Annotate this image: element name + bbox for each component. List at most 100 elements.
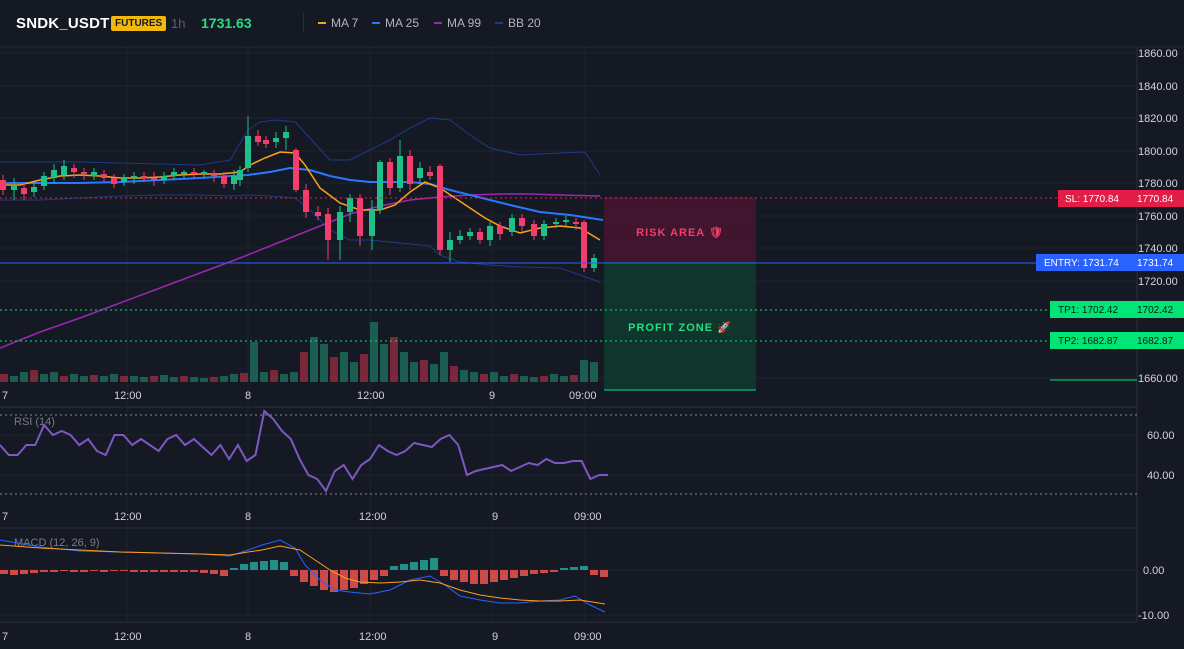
volume-bar: [310, 337, 318, 382]
candle[interactable]: [111, 178, 117, 184]
candle[interactable]: [293, 150, 299, 190]
risk-zone[interactable]: [604, 197, 756, 262]
candle[interactable]: [21, 188, 27, 194]
candle[interactable]: [11, 185, 17, 190]
candle[interactable]: [325, 214, 331, 240]
candle[interactable]: [283, 132, 289, 138]
candle[interactable]: [397, 156, 403, 188]
macd-hist-bar: [260, 561, 268, 570]
price-tick: 1820.00: [1138, 113, 1178, 125]
candle[interactable]: [467, 232, 473, 236]
candle[interactable]: [91, 172, 97, 176]
candle[interactable]: [61, 166, 67, 175]
candle[interactable]: [519, 218, 525, 226]
macd-hist-bar: [360, 570, 368, 584]
candle[interactable]: [211, 174, 217, 176]
macd-hist-bar: [410, 562, 418, 570]
candle[interactable]: [417, 168, 423, 178]
candle[interactable]: [255, 136, 261, 142]
candle[interactable]: [245, 136, 251, 168]
candle[interactable]: [387, 162, 393, 188]
candle[interactable]: [51, 170, 57, 178]
candle[interactable]: [357, 198, 363, 236]
candle[interactable]: [263, 140, 269, 144]
candle[interactable]: [181, 172, 187, 174]
candle[interactable]: [427, 172, 433, 176]
bb20-swatch-icon: [495, 22, 503, 24]
legend-ma99[interactable]: MA 99: [434, 16, 481, 30]
macd-hist-bar: [280, 562, 288, 570]
candle[interactable]: [101, 174, 107, 178]
macd-hist-bar: [530, 570, 538, 574]
candle[interactable]: [151, 178, 157, 180]
price-tick: 1800.00: [1138, 146, 1178, 158]
volume-bar: [250, 342, 258, 382]
volume-bar: [260, 372, 268, 382]
candle[interactable]: [201, 172, 207, 174]
macd-hist-bar: [130, 570, 138, 572]
profit-zone[interactable]: [604, 262, 756, 390]
candle[interactable]: [497, 226, 503, 234]
candle[interactable]: [457, 236, 463, 240]
volume-bar: [580, 360, 588, 382]
candle[interactable]: [131, 176, 137, 178]
candle[interactable]: [541, 224, 547, 236]
candle[interactable]: [509, 218, 515, 232]
candle[interactable]: [221, 176, 227, 184]
candle[interactable]: [81, 172, 87, 174]
volume-bar: [570, 375, 578, 382]
candle[interactable]: [315, 212, 321, 216]
price-axis: 1860.00 1840.00 1820.00 1800.00 1780.00 …: [1138, 48, 1178, 385]
candle[interactable]: [477, 232, 483, 240]
candle[interactable]: [71, 168, 77, 172]
legend-ma25[interactable]: MA 25: [372, 16, 419, 30]
candle[interactable]: [41, 176, 47, 186]
candle[interactable]: [407, 156, 413, 184]
volume-bar: [420, 360, 428, 382]
candle[interactable]: [347, 198, 353, 212]
candle[interactable]: [563, 220, 569, 222]
volume-bar: [160, 375, 168, 382]
macd-hist-bar: [450, 570, 458, 580]
candle[interactable]: [581, 222, 587, 268]
volume-bar: [40, 374, 48, 382]
volume-bar: [320, 344, 328, 382]
candle[interactable]: [337, 212, 343, 240]
legend-ma7[interactable]: MA 7: [318, 16, 358, 30]
legend-bb20[interactable]: BB 20: [495, 16, 541, 30]
candle[interactable]: [191, 172, 197, 174]
volume-bar: [370, 322, 378, 382]
candle[interactable]: [237, 170, 243, 180]
candle[interactable]: [0, 180, 6, 190]
candle[interactable]: [369, 210, 375, 236]
time-tick: 9: [489, 390, 495, 402]
candle[interactable]: [377, 162, 383, 210]
volume-bar: [550, 374, 558, 382]
volume-bar: [150, 376, 158, 382]
timeframe-label[interactable]: 1h: [171, 16, 186, 31]
candle[interactable]: [303, 190, 309, 212]
candle[interactable]: [273, 138, 279, 142]
candle[interactable]: [171, 172, 177, 176]
sl-tag: [1058, 190, 1132, 207]
time-tick: 12:00: [114, 390, 142, 402]
candlestick-series[interactable]: [0, 116, 597, 272]
ma7-line: [0, 151, 601, 241]
candle[interactable]: [31, 187, 37, 192]
candle[interactable]: [447, 240, 453, 250]
candle[interactable]: [573, 222, 579, 224]
sl-price-text: 1770.84: [1137, 194, 1174, 205]
macd-hist-bar: [580, 566, 588, 570]
candle[interactable]: [161, 176, 167, 180]
candle[interactable]: [121, 178, 127, 182]
candle[interactable]: [437, 166, 443, 250]
macd-hist-bar: [50, 570, 58, 572]
candle[interactable]: [487, 226, 493, 240]
candle[interactable]: [141, 176, 147, 178]
candle[interactable]: [231, 176, 237, 184]
candle[interactable]: [531, 224, 537, 236]
candle[interactable]: [553, 222, 559, 224]
volume-bar: [510, 374, 518, 382]
symbol-name[interactable]: SNDK_USDT: [16, 15, 110, 32]
